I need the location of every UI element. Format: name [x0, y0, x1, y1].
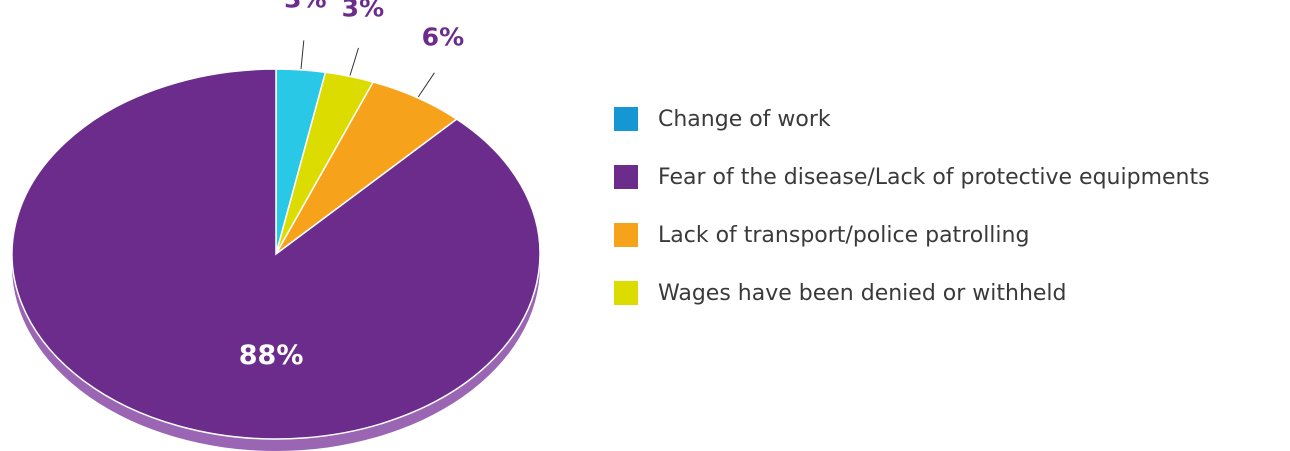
- legend-label: Wages have been denied or withheld: [658, 280, 1067, 306]
- data-label-fear-of-the-disease-lack-of-protective-equipments: 88%: [239, 340, 304, 371]
- legend-swatch: [614, 223, 638, 247]
- chart-legend: Change of work Fear of the disease/Lack …: [614, 104, 1210, 336]
- legend-swatch: [614, 281, 638, 305]
- data-label-lack-of-transport-police-patrolling: 6%: [422, 23, 464, 52]
- leader-line-lack-of-transport-police-patrolling: [417, 72, 435, 98]
- legend-item-lack-of-transport: Lack of transport/police patrolling: [614, 220, 1210, 250]
- pie-slice-fear-of-the-disease-lack-of-protective-equipments: [11, 68, 541, 440]
- data-label-change-of-work: 3%: [284, 0, 326, 14]
- legend-label: Lack of transport/police patrolling: [658, 222, 1030, 248]
- legend-item-fear-of-disease: Fear of the disease/Lack of protective e…: [614, 162, 1210, 192]
- legend-swatch: [614, 165, 638, 189]
- pie-chart: 3% 88% 6% 3%: [11, 0, 541, 451]
- data-label-wages-have-been-denied-or-withheld: 3%: [342, 0, 384, 22]
- legend-item-change-of-work: Change of work: [614, 104, 1210, 134]
- legend-label: Fear of the disease/Lack of protective e…: [658, 164, 1210, 190]
- legend-label: Change of work: [658, 106, 831, 132]
- leader-line-wages-have-been-denied-or-withheld: [349, 47, 359, 76]
- legend-item-wages-denied: Wages have been denied or withheld: [614, 278, 1210, 308]
- legend-swatch: [614, 107, 638, 131]
- leader-line-change-of-work: [300, 40, 305, 69]
